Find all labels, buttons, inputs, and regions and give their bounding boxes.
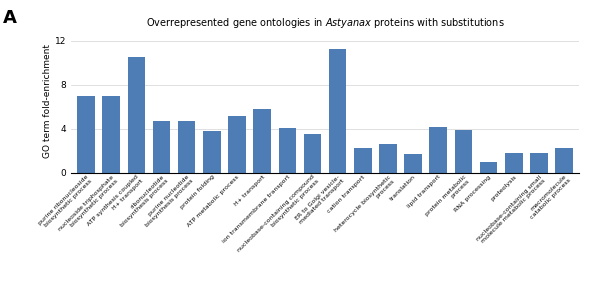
Bar	[152, 121, 170, 173]
Bar	[480, 162, 498, 173]
Bar	[556, 148, 573, 173]
Bar	[329, 49, 346, 173]
Bar	[505, 153, 522, 173]
Bar	[404, 154, 422, 173]
Bar	[254, 109, 271, 173]
Bar	[228, 116, 246, 173]
Bar	[278, 128, 296, 173]
Bar	[530, 153, 548, 173]
Bar	[128, 57, 145, 173]
Title: Overrepresented gene ontologies in $\it{Astyanax}$ proteins with substitutions: Overrepresented gene ontologies in $\it{…	[145, 15, 505, 30]
Bar	[304, 134, 322, 173]
Bar	[178, 121, 196, 173]
Bar	[354, 148, 372, 173]
Bar	[102, 96, 120, 173]
Y-axis label: GO term fold-enrichment: GO term fold-enrichment	[43, 44, 52, 158]
Bar	[430, 127, 447, 173]
Bar	[77, 96, 95, 173]
Text: A: A	[3, 9, 17, 27]
Bar	[203, 131, 220, 173]
Bar	[454, 130, 472, 173]
Bar	[379, 144, 397, 173]
